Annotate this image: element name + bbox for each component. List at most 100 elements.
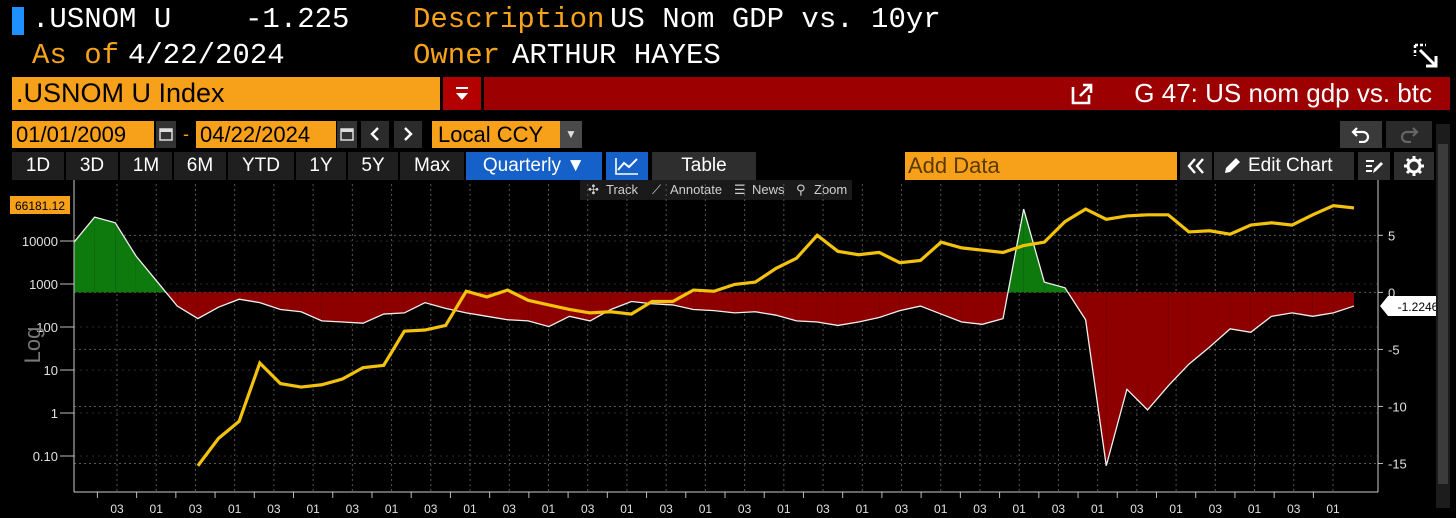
currency-value: Local CCY [438,122,544,147]
prev-period-button[interactable] [361,121,389,148]
chart-axis-labels: 5 0 -5 -10 -15 0.10 1 10 100 1000 10000 Log 03 01 03 01… [10,196,1448,516]
asof-date: 4/22/2024 [128,39,285,72]
negative-area-segment [714,292,735,313]
x-tick-label: 01 [463,502,477,516]
chart-title[interactable]: G 47: US nom gdp vs. btc [1134,78,1432,108]
period-button-6m[interactable]: 6M [174,152,226,180]
negative-area-segment [775,292,797,321]
edit-chart-button[interactable]: Edit Chart [1214,152,1354,180]
external-link-icon[interactable] [1070,82,1094,106]
chart-grid [74,184,1378,492]
right-tick-label: 0 [1388,285,1395,300]
negative-area-segment [631,292,653,304]
x-tick-label: 01 [1248,502,1262,516]
end-date-input[interactable]: 04/22/2024 [196,121,336,148]
x-tick-label: 03 [973,502,987,516]
line-chart-icon [615,158,638,175]
zoom-icon[interactable]: ⚲ [796,182,806,197]
redo-button[interactable] [1386,121,1432,148]
news-button[interactable]: News [752,182,785,197]
start-date-input[interactable]: 01/01/2009 [12,121,154,148]
ticker-marker [12,7,24,35]
x-tick-label: 03 [189,502,203,516]
x-tick-label: 01 [620,502,634,516]
period-button-1y[interactable]: 1Y [296,152,346,180]
scrollbar-thumb[interactable] [1438,144,1448,484]
chevron-right-icon [404,127,413,141]
left-tick-label: 1 [51,406,58,421]
chart-area[interactable]: 5 0 -5 -10 -15 0.10 1 10 100 1000 10000 Log 03 01 03 01… [0,180,1456,518]
chart-axes [60,180,1383,498]
positive-area-segment [94,217,116,293]
left-tick-label: 100 [36,320,58,335]
negative-area-segment [548,292,570,327]
negative-area-segment [734,292,756,313]
negative-area-segment [1292,292,1313,317]
negative-area-segment [404,292,425,313]
security-dropdown[interactable] [443,77,481,110]
negative-area-segment [1250,292,1272,333]
gear-icon [1404,156,1424,176]
collapse-button[interactable] [1180,152,1212,180]
news-icon[interactable]: ☰ [734,182,746,197]
annotate-icon[interactable]: ⟋ [652,182,662,197]
start-calendar-icon[interactable] [156,121,176,148]
add-data-input[interactable]: Add Data [905,152,1177,180]
x-tick-label: 01 [542,502,556,516]
last-value: -1.225 [245,3,350,36]
currency-select[interactable]: Local CCY ▼ [432,121,582,148]
chevron-left-icon [370,127,379,141]
negative-area-segment [610,292,632,310]
edit-settings-icon [1366,160,1383,173]
positive-area-segment [1044,282,1065,293]
frequency-select[interactable]: Quarterly ▼ [466,152,602,180]
x-tick-label: 03 [895,502,909,516]
table-button[interactable]: Table [652,152,756,180]
expand-icon[interactable] [1412,42,1442,72]
negative-area-segment [1209,292,1231,348]
negative-area-segment [383,292,405,315]
undo-button[interactable] [1340,121,1382,148]
positive-area-series [74,209,1068,293]
chevron-down-icon: ▼ [560,121,582,148]
security-input[interactable]: .USNOM U Index [12,77,440,110]
settings-button[interactable] [1394,152,1434,180]
x-tick-label: 03 [110,502,124,516]
period-button-1m[interactable]: 1M [120,152,172,180]
ticker[interactable]: .USNOM U [32,3,172,36]
negative-area-segment [486,292,508,320]
negative-area-segment [837,292,859,326]
owner-label: Owner [413,39,501,72]
x-tick-label: 01 [777,502,791,516]
positive-area-segment [115,222,136,293]
end-calendar-icon[interactable] [337,121,357,148]
gdp-spread-line [73,208,1355,466]
negative-area-segment [693,292,714,311]
edit-chart-label: Edit Chart [1248,155,1333,176]
line-chart-button[interactable] [606,152,648,180]
track-button[interactable]: Track [606,182,639,197]
negative-area-segment [1147,292,1169,410]
negative-area-segment [424,292,446,309]
annotate-button[interactable]: Annotate [670,182,723,197]
zoom-button[interactable]: Zoom [814,182,848,197]
period-button-5y[interactable]: 5Y [348,152,398,180]
negative-area-segment [1126,292,1148,410]
negative-area-segment [1106,292,1127,466]
x-tick-label: 01 [699,502,713,516]
negative-area-segment [755,292,776,316]
track-icon[interactable]: ✣ [588,182,599,197]
period-button-1d[interactable]: 1D [12,152,64,180]
period-button-3d[interactable]: 3D [66,152,118,180]
negative-area-segment [941,292,962,323]
next-period-button[interactable] [394,121,422,148]
x-tick-label: 01 [306,502,320,516]
x-tick-label: 03 [1130,502,1144,516]
period-button-ytd[interactable]: YTD [228,152,294,180]
chart-scrollbar[interactable] [1436,124,1450,508]
period-button-max[interactable]: Max [400,152,464,180]
x-tick-label: 01 [856,502,870,516]
negative-area-segment [197,292,219,319]
header-row-2: As of 4/22/2024 Owner ARTHUR HAYES [0,38,1456,76]
chart-settings-edit-button[interactable] [1358,152,1390,180]
